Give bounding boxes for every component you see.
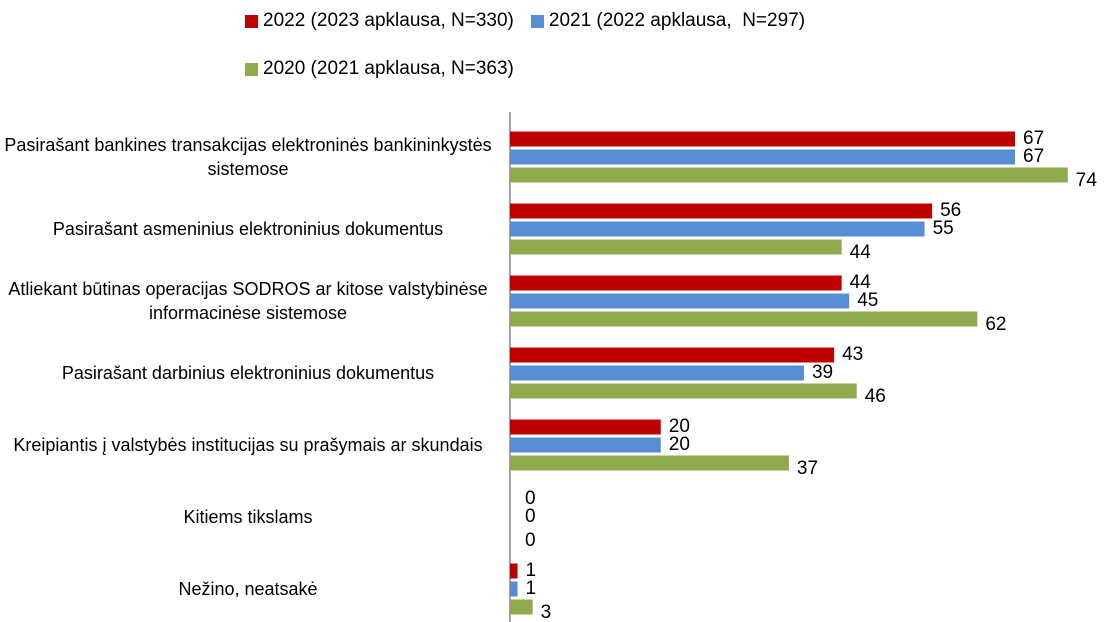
bar xyxy=(510,167,1068,183)
value-label: 20 xyxy=(669,416,690,437)
value-label: 1 xyxy=(526,560,537,581)
bar xyxy=(510,599,533,615)
value-label: 67 xyxy=(1023,146,1044,167)
value-label: 44 xyxy=(850,242,872,263)
value-label: 37 xyxy=(797,458,818,479)
category-label: Kreipiantis į valstybės institucijas su … xyxy=(13,435,483,455)
bar xyxy=(510,131,1016,147)
value-label: 67 xyxy=(1023,128,1044,149)
bar xyxy=(510,365,804,381)
value-label: 46 xyxy=(865,386,886,407)
bar xyxy=(510,347,835,363)
bar xyxy=(510,437,661,453)
bar xyxy=(510,149,1016,165)
category-label: Pasirašant bankines transakcijas elektro… xyxy=(4,135,492,179)
category-label: Atliekant būtinas operacijas SODROS ar k… xyxy=(8,279,488,323)
legend: 2022 (2023 apklausa, N=330) 2021 (2022 ap… xyxy=(245,8,1005,82)
bar xyxy=(510,383,857,399)
value-label: 39 xyxy=(812,362,833,383)
value-label: 55 xyxy=(933,218,954,239)
value-label: 1 xyxy=(526,578,537,599)
value-label: 44 xyxy=(850,272,872,293)
legend-swatch xyxy=(530,14,544,28)
legend-label: 2020 (2021 apklausa, N=363) xyxy=(263,58,514,79)
bar xyxy=(510,311,978,327)
category-label: Nežino, neatsakė xyxy=(178,579,318,599)
category-label: Pasirašant asmeninius elektroninius doku… xyxy=(52,219,444,239)
legend-swatch xyxy=(245,62,258,76)
bar xyxy=(510,221,925,237)
legend-swatch xyxy=(245,14,258,28)
value-label: 0 xyxy=(525,488,536,509)
legend-item: 2022 (2023 apklausa, N=330) xyxy=(245,8,514,34)
category-label: Kitiems tikslams xyxy=(183,507,313,527)
bar xyxy=(510,419,661,435)
bar xyxy=(510,239,842,255)
bar xyxy=(510,455,789,471)
legend-label: 2022 (2023 apklausa, N=330) xyxy=(263,10,514,31)
value-label: 20 xyxy=(669,434,690,455)
value-label: 0 xyxy=(525,530,536,551)
bar xyxy=(510,275,842,291)
value-label: 74 xyxy=(1076,170,1098,191)
value-label: 56 xyxy=(940,200,961,221)
value-label: 43 xyxy=(842,344,863,365)
bar xyxy=(510,563,518,579)
value-label: 45 xyxy=(857,290,878,311)
bar xyxy=(510,203,933,219)
value-label: 3 xyxy=(541,602,552,622)
bar xyxy=(510,293,850,309)
legend-item: 2021 (2022 apklausa, N=297) xyxy=(530,8,806,34)
legend-label: 2021 (2022 apklausa, N=297) xyxy=(548,10,806,31)
legend-item: 2020 (2021 apklausa, N=363) xyxy=(245,56,514,82)
bar xyxy=(510,581,518,597)
value-label: 0 xyxy=(525,506,536,527)
category-label: Pasirašant darbinius elektroninius dokum… xyxy=(61,363,435,383)
value-label: 62 xyxy=(985,314,1006,335)
